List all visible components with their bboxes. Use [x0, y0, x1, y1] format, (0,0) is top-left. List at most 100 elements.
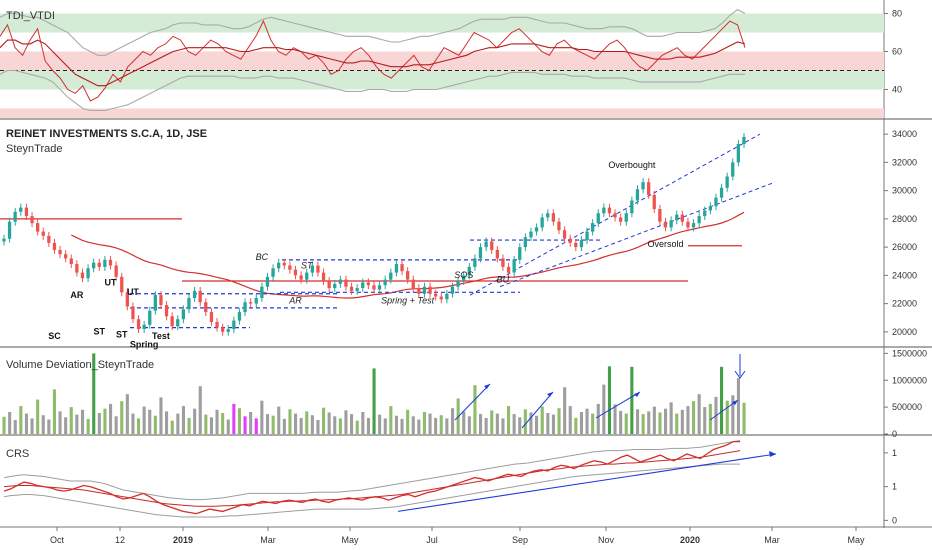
candle-body — [394, 264, 399, 273]
candle-body — [490, 241, 494, 250]
candle-body — [383, 279, 387, 286]
candle-body — [13, 211, 17, 222]
candle-body — [271, 268, 275, 277]
candle-body — [697, 216, 701, 224]
volume-bar — [13, 420, 17, 434]
candle-body — [310, 265, 314, 273]
price-tick-label: 32000 — [892, 157, 917, 167]
price-tick-label: 24000 — [892, 270, 917, 280]
candle-body — [69, 258, 73, 264]
candle-body — [389, 272, 393, 280]
candle-body — [299, 275, 303, 280]
price-tick-label: 30000 — [892, 186, 917, 196]
candle-body — [327, 281, 331, 289]
candle-body — [619, 217, 623, 222]
volume-bar — [142, 406, 146, 434]
volume-bar — [641, 414, 645, 434]
candle-body — [680, 214, 684, 222]
candle-body — [602, 207, 606, 214]
volume-panel[interactable]: 0 500000 1000000 1500000 — [2, 348, 928, 439]
candle-body — [349, 286, 354, 291]
candle-body — [159, 295, 163, 305]
candle-body — [400, 264, 404, 272]
volume-bar — [495, 413, 499, 434]
volume-bar — [103, 408, 107, 434]
candle-body — [372, 285, 376, 290]
candle-body — [546, 213, 550, 218]
candle-body — [652, 194, 656, 209]
wyckoff-annotation: UT — [105, 277, 117, 287]
candle-body — [411, 279, 415, 289]
candle-body — [406, 271, 410, 280]
time-tick-label: 2019 — [173, 535, 193, 545]
time-tick-label: Mar — [764, 535, 780, 545]
price-tick-label: 20000 — [892, 327, 917, 337]
candle-body — [495, 249, 499, 259]
volume-trend-arrow — [595, 391, 641, 419]
candle-body — [501, 258, 505, 267]
channel-upper-line — [469, 133, 761, 296]
tdi-panel[interactable]: 40 60 80 — [0, 9, 902, 119]
candle-body — [456, 281, 460, 287]
candle-body — [568, 238, 572, 243]
volume-bar — [215, 409, 219, 434]
price-tick-label: 26000 — [892, 242, 917, 252]
candle-body — [742, 136, 746, 144]
volume-bar — [692, 401, 696, 434]
candle-body — [691, 223, 696, 228]
crs-tick-label: 0 — [892, 515, 897, 525]
candle-body — [187, 298, 191, 310]
candle-body — [529, 231, 533, 238]
volume-bar — [697, 394, 701, 434]
volume-bar — [282, 418, 286, 434]
time-tick-label: Mar — [260, 535, 276, 545]
wyckoff-annotation: Test — [152, 331, 170, 341]
candle-body — [265, 276, 270, 287]
candle-body — [473, 258, 477, 267]
candle-body — [596, 213, 600, 224]
volume-bar — [249, 412, 253, 434]
volume-bar — [563, 387, 567, 434]
crs-tick-label: 1 — [892, 448, 897, 458]
candle-body — [176, 319, 180, 327]
volume-bar — [355, 420, 359, 434]
crs-panel[interactable]: 0 1 1 — [3, 440, 897, 526]
wyckoff-annotation: Spring — [130, 339, 159, 349]
volume-bar — [378, 414, 382, 434]
candle-body — [153, 295, 157, 311]
volume-bar — [619, 410, 623, 434]
crs-line — [3, 440, 741, 501]
volume-bar — [366, 417, 370, 434]
volume-bar — [501, 418, 505, 434]
tdi-title: TDI_VTDI — [6, 10, 55, 22]
volume-bar — [731, 395, 735, 434]
volume-bar — [535, 415, 539, 434]
candle-body — [47, 235, 51, 243]
volume-bar — [316, 420, 320, 434]
candle-body — [7, 221, 12, 239]
tdi-tick-label: 40 — [892, 85, 902, 95]
arrow-head-icon — [484, 384, 490, 389]
volume-bar — [669, 402, 673, 434]
volume-bar — [299, 417, 303, 434]
time-axis[interactable]: Oct 12 2019 Mar May Jul Sep Nov 2020 Mar May — [50, 527, 865, 545]
crs-trendline — [397, 453, 777, 512]
candle-body — [417, 288, 421, 294]
volume-bar — [277, 406, 281, 434]
volume-bar — [484, 417, 488, 434]
volume-bar — [361, 412, 365, 434]
volume-bar — [372, 368, 376, 434]
time-tick-label: Nov — [598, 535, 615, 545]
time-tick-label: 12 — [115, 535, 125, 545]
volume-bar — [647, 411, 651, 434]
candle-body — [551, 213, 555, 222]
volume-bar — [176, 413, 180, 434]
candle-body — [2, 238, 6, 242]
price-panel[interactable]: 20000 22000 24000 26000 28000 30000 32000 34000… — [0, 129, 917, 349]
volume-bar — [19, 406, 23, 434]
volume-bar — [75, 414, 79, 434]
volume-tick-label: 1000000 — [892, 375, 927, 385]
volume-bar — [187, 417, 191, 434]
candle-body — [114, 265, 118, 277]
volume-bar — [568, 406, 572, 434]
